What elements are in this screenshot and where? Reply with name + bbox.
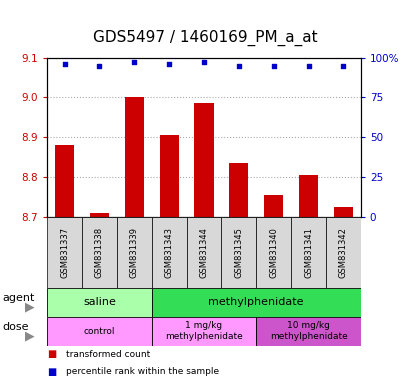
Text: GSM831339: GSM831339 [130,227,138,278]
Bar [186,217,221,288]
Bar [298,175,317,217]
Text: GSM831342: GSM831342 [338,227,347,278]
Text: methylphenidate: methylphenidate [208,297,303,308]
Point [200,59,207,65]
Text: percentile rank within the sample: percentile rank within the sample [65,367,218,376]
Point [131,59,137,65]
Bar [47,217,82,288]
Bar [159,135,178,217]
Bar [221,217,256,288]
Point [339,63,346,69]
Bar [82,217,117,288]
Text: transformed count: transformed count [65,350,149,359]
Bar [55,145,74,217]
Text: agent: agent [2,293,34,303]
Bar [256,217,290,288]
Text: GSM831340: GSM831340 [269,227,277,278]
Bar [325,217,360,288]
Bar [256,317,360,346]
Point [96,63,103,69]
Text: ▶: ▶ [25,300,34,313]
Text: ■: ■ [47,349,56,359]
Bar [47,317,151,346]
Bar [151,317,256,346]
Point [235,63,242,69]
Bar [194,103,213,217]
Bar [229,163,248,217]
Bar [90,213,109,217]
Text: GSM831345: GSM831345 [234,227,243,278]
Text: GDS5497 / 1460169_PM_a_at: GDS5497 / 1460169_PM_a_at [92,30,317,46]
Text: GSM831343: GSM831343 [164,227,173,278]
Bar [124,98,144,217]
Bar [117,217,151,288]
Text: 10 mg/kg
methylphenidate: 10 mg/kg methylphenidate [269,321,346,341]
Bar [151,288,360,317]
Point [61,61,68,67]
Text: ▶: ▶ [25,329,34,342]
Text: ■: ■ [47,366,56,377]
Bar [47,288,151,317]
Text: 1 mg/kg
methylphenidate: 1 mg/kg methylphenidate [165,321,242,341]
Bar [290,217,325,288]
Bar [333,207,352,217]
Bar [263,195,283,217]
Text: dose: dose [2,322,29,332]
Text: control: control [83,327,115,336]
Text: GSM831341: GSM831341 [303,227,312,278]
Bar [151,217,186,288]
Point [305,63,311,69]
Text: GSM831337: GSM831337 [60,227,69,278]
Text: GSM831344: GSM831344 [199,227,208,278]
Text: saline: saline [83,297,116,308]
Point [166,61,172,67]
Point [270,63,276,69]
Text: GSM831338: GSM831338 [95,227,103,278]
